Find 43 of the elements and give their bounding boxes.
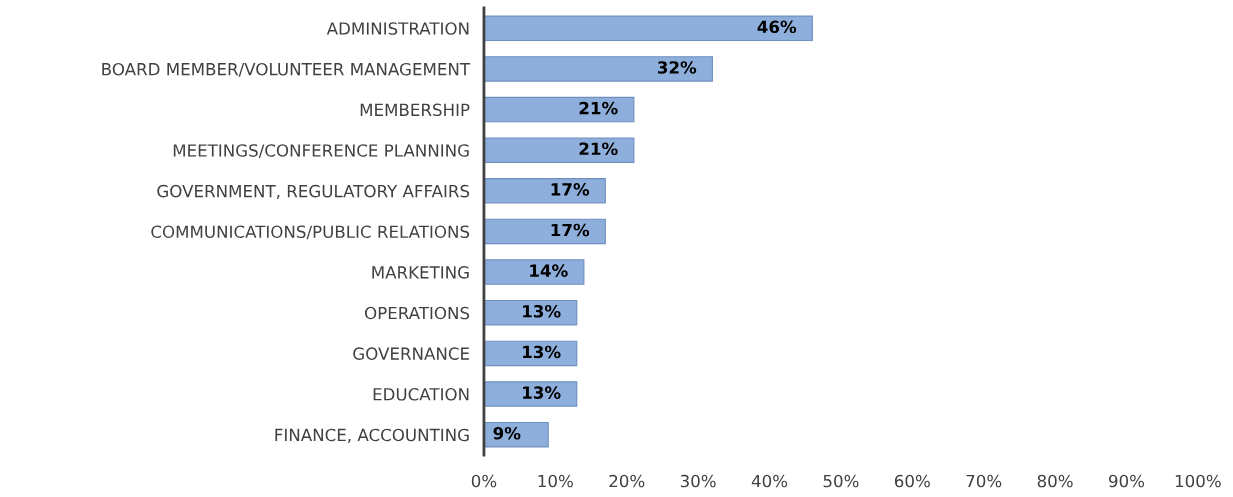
bar bbox=[483, 300, 578, 326]
y-tick-label: GOVERNMENT, REGULATORY AFFAIRS bbox=[157, 184, 470, 200]
bar bbox=[483, 15, 813, 42]
bar bbox=[483, 56, 713, 82]
x-tick-label: 70% bbox=[966, 474, 1002, 488]
x-tick-label: 90% bbox=[1109, 474, 1145, 488]
data-label: 13% bbox=[523, 304, 561, 318]
data-label: 13% bbox=[523, 345, 561, 359]
bar bbox=[483, 96, 635, 123]
y-tick-label: MEETINGS/CONFERENCE PLANNING bbox=[173, 144, 469, 159]
bar bbox=[483, 381, 578, 407]
x-tick-label: 80% bbox=[1037, 474, 1073, 488]
y-tick-label: EDUCATION bbox=[373, 388, 469, 401]
data-label: 9% bbox=[493, 426, 521, 440]
y-tick-label: OPERATIONS bbox=[365, 306, 470, 320]
x-tick-label: 100% bbox=[1175, 474, 1221, 488]
x-tick-label: 0% bbox=[471, 474, 497, 488]
y-tick-label: ADMINISTRATION bbox=[326, 22, 469, 35]
x-tick-label: 20% bbox=[609, 474, 645, 488]
y-tick-label: COMMUNICATIONS/PUBLIC RELATIONS bbox=[151, 225, 470, 240]
bar bbox=[483, 218, 606, 245]
bar bbox=[483, 421, 549, 448]
y-tick-label: FINANCE, ACCOUNTING bbox=[275, 428, 469, 443]
data-label: 17% bbox=[551, 183, 590, 196]
data-label: 14% bbox=[530, 264, 568, 277]
data-label: 21% bbox=[579, 101, 618, 115]
y-tick-label: MARKETING bbox=[372, 266, 469, 279]
data-label: 46% bbox=[757, 20, 797, 34]
x-tick-label: 40% bbox=[751, 474, 788, 488]
x-tick-label: 60% bbox=[894, 474, 930, 488]
x-tick-label: 10% bbox=[538, 474, 573, 488]
data-label: 17% bbox=[551, 223, 590, 237]
x-tick-label: 50% bbox=[823, 474, 859, 488]
y-tick-label: BOARD MEMBER/VOLUNTEER MANAGEMENT bbox=[102, 62, 471, 77]
data-label: 21% bbox=[579, 142, 618, 156]
data-label: 32% bbox=[657, 61, 697, 74]
bar bbox=[483, 259, 585, 285]
bar bbox=[483, 137, 635, 163]
y-tick-label: MEMBERSHIP bbox=[360, 103, 470, 117]
bar bbox=[483, 178, 606, 204]
x-tick-label: 30% bbox=[680, 474, 716, 488]
data-label: 13% bbox=[523, 386, 561, 399]
y-tick-label: GOVERNANCE bbox=[353, 347, 469, 360]
